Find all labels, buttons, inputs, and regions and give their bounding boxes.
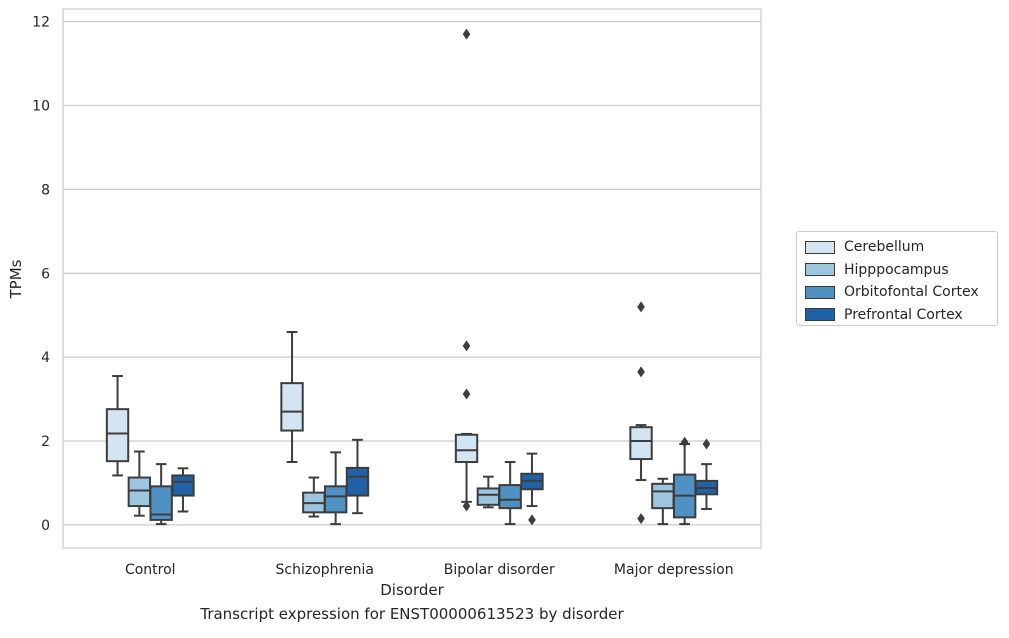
- box-iqr: [498, 484, 522, 510]
- x-tick-label: Schizophrenia: [276, 562, 374, 578]
- box-plot: [105, 375, 130, 477]
- axis-layer: 0 2 4 6 8 10 12 Control Schizophrenia Bipolar dis…: [32, 15, 733, 578]
- x-tick-label: Bipolar disorder: [444, 562, 555, 578]
- grid-layer: [63, 20, 761, 526]
- outlier-point: [528, 514, 536, 526]
- box-plot: [454, 28, 479, 512]
- outlier-point: [702, 438, 711, 450]
- legend-label: Prefrontal Cortex: [844, 306, 963, 323]
- box-plot: [171, 467, 195, 513]
- box-iqr: [149, 485, 173, 521]
- y-tick-label: 2: [41, 434, 50, 450]
- box-iqr: [323, 485, 348, 514]
- box-layer: [105, 28, 719, 526]
- box-iqr: [651, 482, 675, 510]
- legend-swatch: [805, 240, 835, 254]
- plot-frame: [62, 8, 762, 549]
- outlier-point: [462, 500, 471, 512]
- x-tick-label: Major depression: [614, 562, 734, 578]
- outlier-point: [462, 388, 471, 400]
- box-plot: [323, 451, 348, 526]
- y-tick-label: 12: [32, 15, 50, 31]
- box-plot: [127, 450, 152, 517]
- outlier-point: [462, 340, 471, 352]
- box-iqr: [171, 474, 195, 497]
- outlier-point: [680, 436, 689, 448]
- y-axis-label: TPMs: [7, 259, 25, 299]
- box-plot: [672, 436, 697, 526]
- box-iqr: [476, 487, 501, 506]
- box-iqr: [127, 476, 152, 508]
- box-plot: [694, 438, 719, 510]
- legend-label: Orbitofontal Cortex: [844, 284, 979, 301]
- box-plot: [345, 438, 370, 515]
- legend-label: Cerebellum: [844, 239, 925, 256]
- outlier-point: [462, 28, 471, 40]
- box-iqr: [454, 433, 479, 464]
- outlier-point: [637, 301, 645, 313]
- y-tick-label: 0: [41, 518, 50, 534]
- legend-item: Prefrontal Cortex: [805, 304, 989, 327]
- box-plot: [476, 475, 501, 509]
- box-iqr: [280, 382, 304, 432]
- legend-item: Cerebellum: [805, 236, 989, 259]
- box-plot: [302, 476, 326, 518]
- legend-item: Hipppocampus: [805, 259, 989, 282]
- legend-label: Hipppocampus: [844, 261, 949, 278]
- box-iqr: [629, 426, 653, 461]
- box-plot: [280, 330, 304, 464]
- box-plot: [149, 463, 173, 526]
- legend: Cerebellum Hipppocampus Orbitofontal Corte…: [796, 231, 998, 326]
- y-tick-label: 8: [41, 182, 50, 198]
- figure-caption: Transcript expression for ENST0000061352…: [200, 605, 624, 623]
- legend-swatch: [805, 308, 835, 322]
- box-plot: [651, 477, 675, 526]
- y-tick-label: 4: [41, 350, 50, 366]
- box-iqr: [345, 466, 370, 497]
- outlier-point: [637, 366, 645, 378]
- box-iqr: [105, 408, 130, 463]
- outlier-point: [637, 513, 645, 525]
- x-tick-label: Control: [125, 562, 176, 578]
- legend-item: Orbitofontal Cortex: [805, 281, 989, 304]
- y-tick-label: 6: [41, 266, 50, 282]
- box-plot: [498, 461, 522, 526]
- x-axis-label: Disorder: [380, 581, 444, 599]
- box-plot: [520, 452, 544, 526]
- y-tick-label: 10: [32, 98, 50, 114]
- legend-swatch: [805, 285, 835, 299]
- box-plot: [629, 301, 653, 525]
- legend-swatch: [805, 263, 835, 277]
